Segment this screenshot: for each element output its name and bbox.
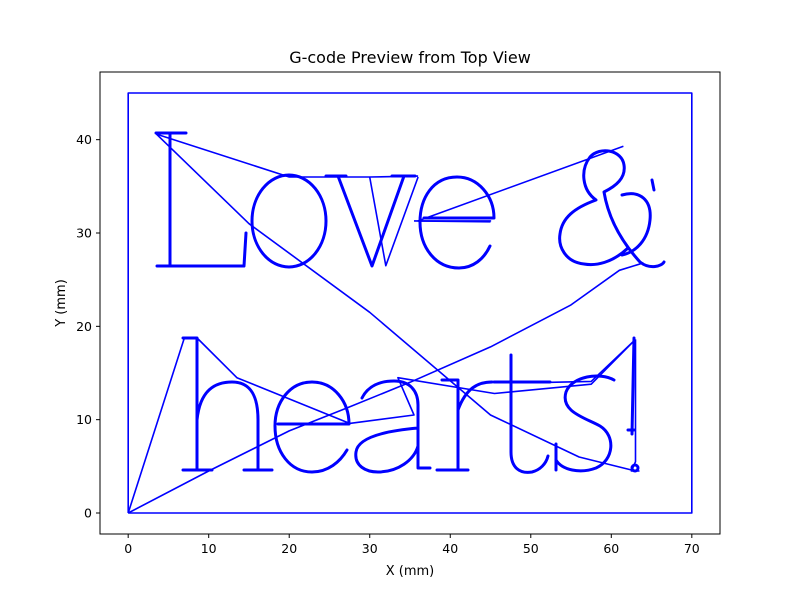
toolpath-segment [550,338,637,384]
glyph-a [354,379,432,474]
y-tick-label: 20 [76,319,92,334]
x-axis-label: X (mm) [386,564,435,579]
toolpath-segment [127,92,693,514]
toolpath-segment [630,339,640,472]
glyph-exclamation-stem [626,336,636,436]
toolpath-segment [127,262,644,514]
y-tick-label: 10 [76,412,92,427]
toolpath-segment [368,176,419,267]
glyph-r [435,378,494,472]
glyph-t [492,353,552,474]
x-tick-label: 0 [124,541,132,556]
x-tick-label: 30 [362,541,378,556]
glyph-e2 [273,380,351,474]
plot-area [127,92,693,514]
y-axis-label: Y (mm) [54,279,69,328]
toolpath-segment [413,220,491,223]
y-tick-label: 30 [76,226,92,241]
x-tick-label: 50 [523,541,539,556]
glyph-strokes [154,131,666,474]
x-tick-label: 70 [684,541,700,556]
toolpath-segment [156,133,419,178]
y-tick-label: 0 [84,506,92,521]
glyph-L [154,131,248,268]
glyph-e [418,175,496,270]
x-tick-label: 10 [201,541,217,556]
x-tick-label: 20 [281,541,297,556]
glyph-ampersand [558,149,666,269]
axes-frame [99,71,721,535]
x-axis: 0 10 20 30 40 50 60 70 [124,534,700,556]
glyph-o [250,173,328,269]
chart-title: G-code Preview from Top View [289,48,531,67]
toolpath-segment [155,133,636,472]
y-axis: 0 10 20 30 40 [76,132,100,521]
toolpath-segment [349,338,637,425]
x-tick-label: 40 [442,541,458,556]
x-tick-label: 60 [603,541,619,556]
toolpath-segment [127,336,350,514]
y-tick-label: 40 [76,132,92,147]
series-layer [127,92,693,514]
